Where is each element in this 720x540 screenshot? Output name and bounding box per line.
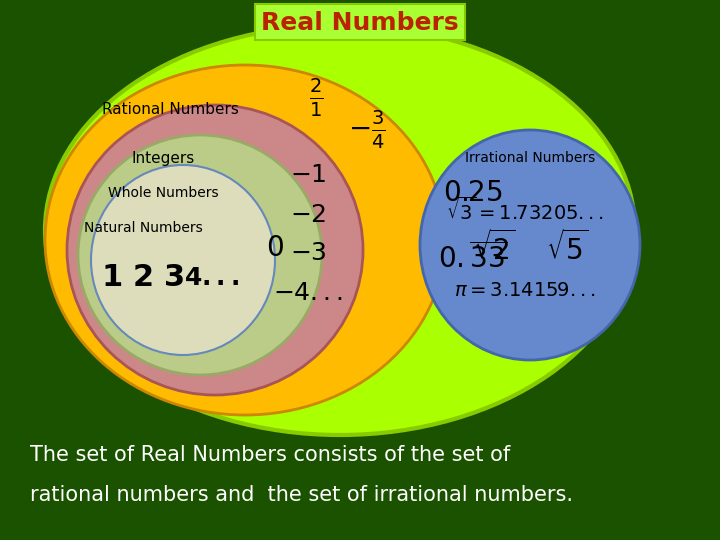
- Text: Real Numbers: Real Numbers: [261, 11, 459, 35]
- Ellipse shape: [78, 135, 322, 375]
- Text: $-2$: $-2$: [289, 203, 326, 227]
- Text: Integers: Integers: [131, 151, 194, 165]
- Text: Irrational Numbers: Irrational Numbers: [465, 151, 595, 165]
- Text: rational numbers and  the set of irrational numbers.: rational numbers and the set of irration…: [30, 485, 573, 505]
- Ellipse shape: [67, 105, 363, 395]
- Text: Whole Numbers: Whole Numbers: [108, 186, 218, 200]
- Text: $0.\overline{33}$: $0.\overline{33}$: [438, 242, 508, 274]
- Ellipse shape: [45, 25, 635, 435]
- Text: $\sqrt{3}=1.73205...$: $\sqrt{3}=1.73205...$: [446, 197, 604, 224]
- Ellipse shape: [91, 165, 275, 355]
- Text: Rational Numbers: Rational Numbers: [102, 103, 238, 118]
- Ellipse shape: [45, 65, 445, 415]
- Text: $-4...$: $-4...$: [273, 281, 343, 305]
- Text: $0$: $0$: [266, 234, 284, 262]
- Text: $-3$: $-3$: [289, 241, 326, 265]
- Text: $\mathbf{1\ 2\ 3}$: $\mathbf{1\ 2\ 3}$: [102, 264, 184, 293]
- Text: The set of Real Numbers consists of the set of: The set of Real Numbers consists of the …: [30, 445, 510, 465]
- FancyBboxPatch shape: [255, 4, 465, 40]
- Text: $\mathbf{4...}$: $\mathbf{4...}$: [184, 266, 240, 290]
- Text: $\sqrt{2}$: $\sqrt{2}$: [472, 230, 516, 266]
- Text: $\frac{2}{1}$: $\frac{2}{1}$: [309, 77, 323, 119]
- Text: $0.25$: $0.25$: [443, 179, 503, 207]
- Text: $-1$: $-1$: [289, 163, 326, 187]
- Text: $\sqrt{5}$: $\sqrt{5}$: [546, 230, 588, 266]
- Text: $-\frac{3}{4}$: $-\frac{3}{4}$: [348, 109, 386, 151]
- Text: Natural Numbers: Natural Numbers: [84, 221, 202, 235]
- Text: $\pi=3.14159...$: $\pi=3.14159...$: [454, 280, 595, 300]
- Ellipse shape: [420, 130, 640, 360]
